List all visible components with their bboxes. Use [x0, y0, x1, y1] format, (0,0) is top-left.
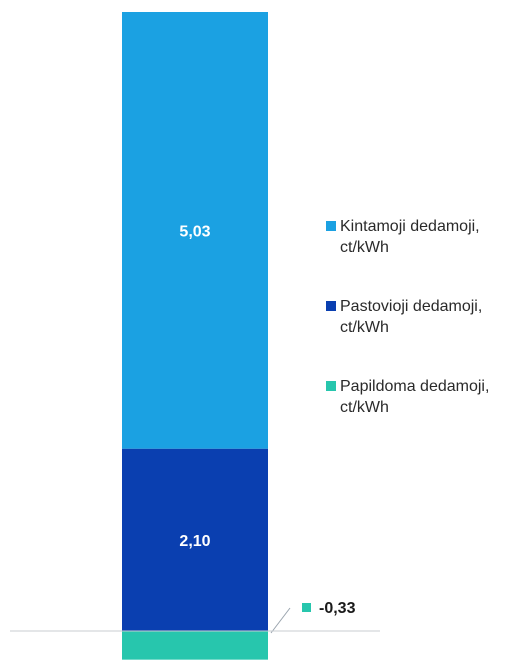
leader-line-2 — [270, 607, 291, 634]
bar-segment-1 — [122, 448, 268, 631]
legend-label-papildoma: Papildoma dedamoji, — [340, 378, 490, 395]
legend-item-kintamoji: Kintamoji dedamoji, ct/kWh — [326, 216, 511, 258]
data-label-1: 2,10 — [179, 533, 210, 550]
marker-2 — [302, 603, 311, 612]
legend-swatch-kintamoji — [326, 221, 336, 231]
data-label-0: 5,03 — [179, 223, 210, 240]
legend-item-pastovioji: Pastovioji dedamoji, ct/kWh — [326, 296, 511, 338]
legend-swatch-pastovioji — [326, 301, 336, 311]
legend-item-papildoma: Papildoma dedamoji, ct/kWh — [326, 376, 511, 418]
data-label-2: -0,33 — [319, 600, 356, 617]
legend-label-kintamoji: Kintamoji dedamoji, — [340, 218, 480, 235]
bar-segment-0 — [122, 12, 268, 449]
bar-segment-2 — [122, 631, 268, 660]
legend-unit-kintamoji: ct/kWh — [340, 239, 389, 256]
legend-unit-pastovioji: ct/kWh — [340, 319, 389, 336]
legend-label-pastovioji: Pastovioji dedamoji, — [340, 298, 483, 315]
legend-swatch-papildoma — [326, 381, 336, 391]
legend-unit-papildoma: ct/kWh — [340, 399, 389, 416]
chart-legend: Kintamoji dedamoji, ct/kWh Pastovioji de… — [326, 216, 511, 456]
